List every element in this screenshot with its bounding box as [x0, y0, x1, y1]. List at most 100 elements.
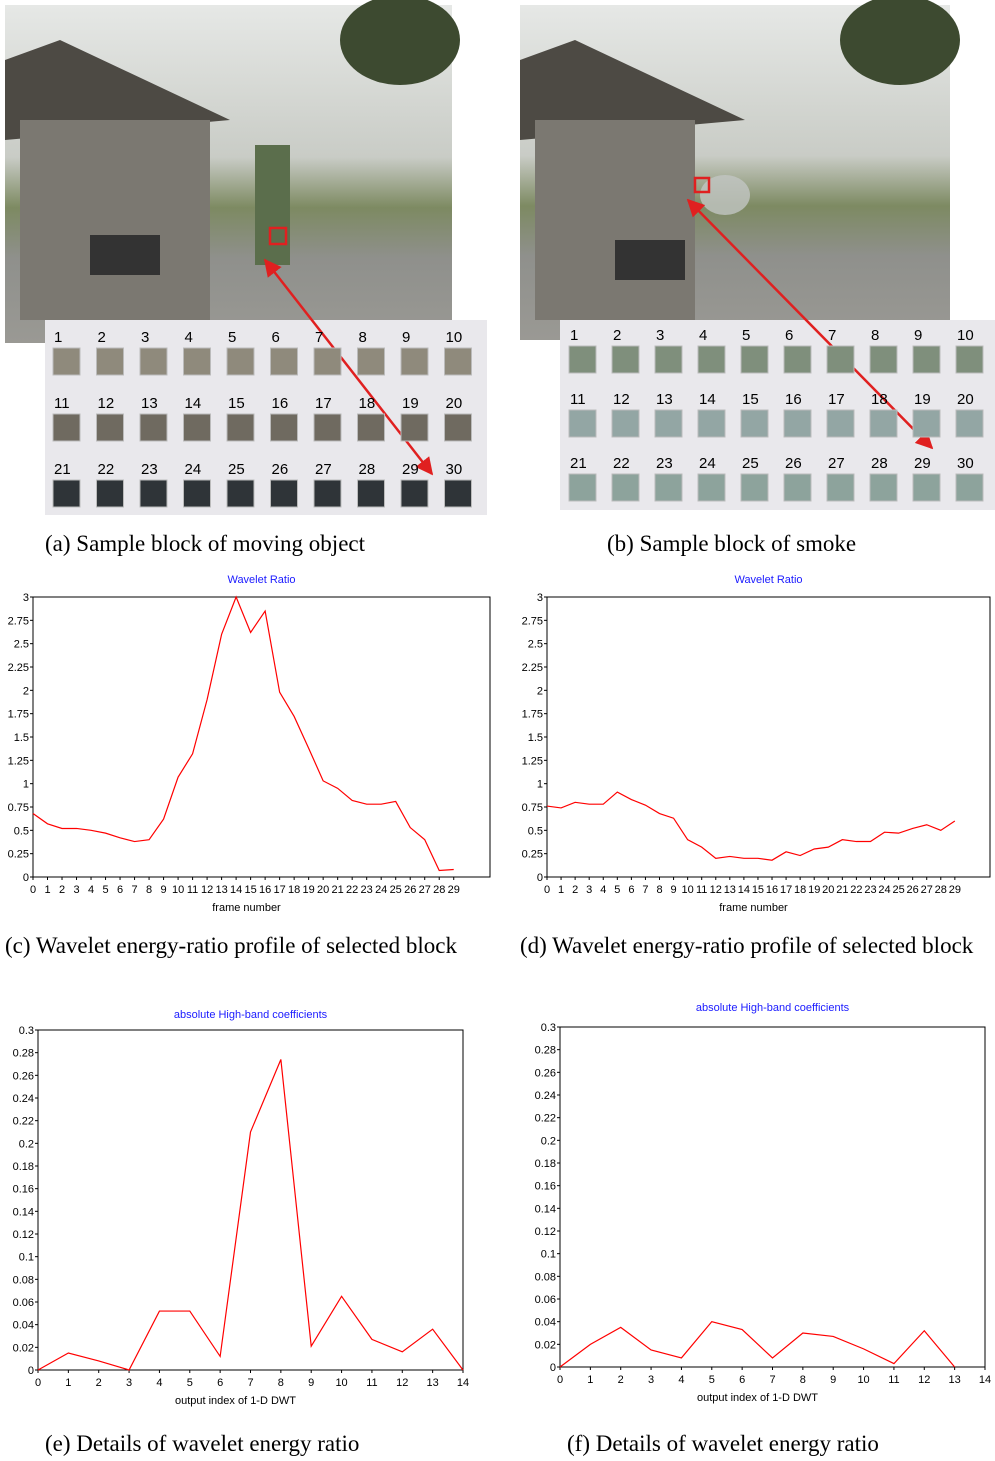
- caption: (b) Sample block of smoke: [607, 531, 857, 556]
- chart: Wavelet Ratio frame number 0 0.25 0.5 0.75 1 1.…: [8, 574, 491, 914]
- x-axis-label: output index of 1-D DWT: [175, 1395, 296, 1407]
- y-tick-label: 0.16: [535, 1181, 556, 1193]
- photo-smoke: [520, 0, 960, 340]
- x-tick-label: 12: [710, 884, 722, 896]
- caption: (e) Details of wavelet energy ratio: [45, 1431, 360, 1456]
- y-tick-label: 0.18: [535, 1158, 556, 1170]
- x-tick-label: 25: [892, 884, 904, 896]
- x-tick-label: 0: [544, 884, 550, 896]
- arrow: [686, 198, 934, 450]
- y-tick-label: 0.3: [541, 1022, 556, 1034]
- y-tick-label: 0: [28, 1365, 34, 1377]
- x-tick-label: 22: [850, 884, 862, 896]
- y-tick-label: 0.04: [535, 1317, 556, 1329]
- y-tick-label: 0.24: [13, 1093, 34, 1105]
- y-tick-label: 0.04: [13, 1320, 34, 1332]
- plot-frame: [32, 596, 491, 878]
- x-tick-label: 0: [557, 1374, 563, 1386]
- block-label: 23: [141, 461, 158, 478]
- y-tick-label: 0: [550, 1362, 556, 1374]
- y-tick-label: 0.06: [535, 1294, 556, 1306]
- chart-title: absolute High-band coefficients: [696, 1002, 850, 1014]
- y-tick-label: 0.26: [535, 1067, 556, 1079]
- block-thumb: [568, 473, 597, 502]
- block-thumb: [654, 473, 683, 502]
- y-tick-label: 0.2: [541, 1135, 556, 1147]
- x-tick-label: 12: [201, 884, 213, 896]
- y-tick-label: 0.28: [13, 1048, 34, 1060]
- x-tick-label: 14: [457, 1377, 469, 1389]
- block-label: 9: [914, 327, 922, 344]
- block-thumb: [568, 409, 597, 438]
- x-tick-label: 0: [35, 1377, 41, 1389]
- block-thumb: [400, 347, 429, 376]
- y-tick-label: 2.25: [8, 662, 29, 674]
- caption: (f) Details of wavelet energy ratio: [567, 1431, 879, 1456]
- data-line: [559, 1320, 956, 1368]
- block-thumb: [444, 413, 472, 442]
- x-tick-label: 10: [682, 884, 694, 896]
- block-thumb: [444, 347, 472, 376]
- block-label: 29: [914, 455, 931, 472]
- data-line: [546, 791, 956, 861]
- x-tick-label: 20: [822, 884, 834, 896]
- x-tick-label: 24: [878, 884, 890, 896]
- block-label: 7: [828, 327, 836, 344]
- block-label: 1: [570, 327, 578, 344]
- x-tick-label: 21: [836, 884, 848, 896]
- block-thumb: [400, 413, 429, 442]
- x-tick-label: 23: [361, 884, 373, 896]
- block-label: 2: [613, 327, 621, 344]
- x-tick-label: 10: [857, 1374, 869, 1386]
- block-label: 20: [446, 395, 463, 412]
- x-tick-label: 28: [433, 884, 445, 896]
- y-tick-label: 0.06: [13, 1297, 34, 1309]
- x-tick-label: 19: [303, 884, 315, 896]
- block-label: 20: [957, 391, 974, 408]
- block-thumb: [826, 473, 855, 502]
- x-tick-label: 14: [738, 884, 750, 896]
- block-label: 19: [402, 395, 419, 412]
- caption: (d) Wavelet energy-ratio profile of sele…: [520, 933, 974, 958]
- x-tick-label: 13: [215, 884, 227, 896]
- x-tick-label: 14: [230, 884, 242, 896]
- y-tick-label: 0.5: [528, 825, 543, 837]
- chart: absolute High-band coefficients output in…: [535, 1002, 992, 1404]
- block-thumb: [869, 473, 898, 502]
- block-thumb: [783, 473, 812, 502]
- y-tick-label: 0.02: [13, 1342, 34, 1354]
- block-label: 4: [185, 329, 193, 346]
- y-tick-label: 0: [537, 872, 543, 884]
- y-tick-label: 0.1: [541, 1249, 556, 1261]
- x-tick-label: 5: [709, 1374, 715, 1386]
- y-tick-label: 2.5: [14, 639, 29, 651]
- block-label: 8: [871, 327, 879, 344]
- block-label: 30: [957, 455, 974, 472]
- block-thumb: [697, 345, 726, 374]
- block-label: 22: [98, 461, 115, 478]
- x-axis-label: frame number: [719, 902, 788, 914]
- block-thumb: [226, 347, 255, 376]
- x-tick-label: 2: [59, 884, 65, 896]
- y-tick-label: 2: [23, 685, 29, 697]
- x-tick-label: 17: [780, 884, 792, 896]
- x-tick-label: 9: [161, 884, 167, 896]
- x-tick-label: 8: [800, 1374, 806, 1386]
- block-label: 29: [402, 461, 419, 478]
- x-tick-label: 8: [278, 1377, 284, 1389]
- x-tick-label: 28: [935, 884, 947, 896]
- x-tick-label: 6: [117, 884, 123, 896]
- x-tick-label: 26: [404, 884, 416, 896]
- chart: absolute High-band coefficients output in…: [13, 1009, 470, 1407]
- block-thumb: [183, 413, 211, 442]
- block-label: 11: [570, 391, 586, 408]
- block-label: 27: [828, 455, 845, 472]
- y-tick-label: 0.24: [535, 1090, 556, 1102]
- x-axis-label: frame number: [212, 902, 281, 914]
- block-thumb: [444, 479, 472, 508]
- y-tick-label: 0.02: [535, 1339, 556, 1351]
- block-thumb: [654, 409, 683, 438]
- y-tick-label: 1.25: [8, 755, 29, 767]
- block-thumb: [313, 413, 342, 442]
